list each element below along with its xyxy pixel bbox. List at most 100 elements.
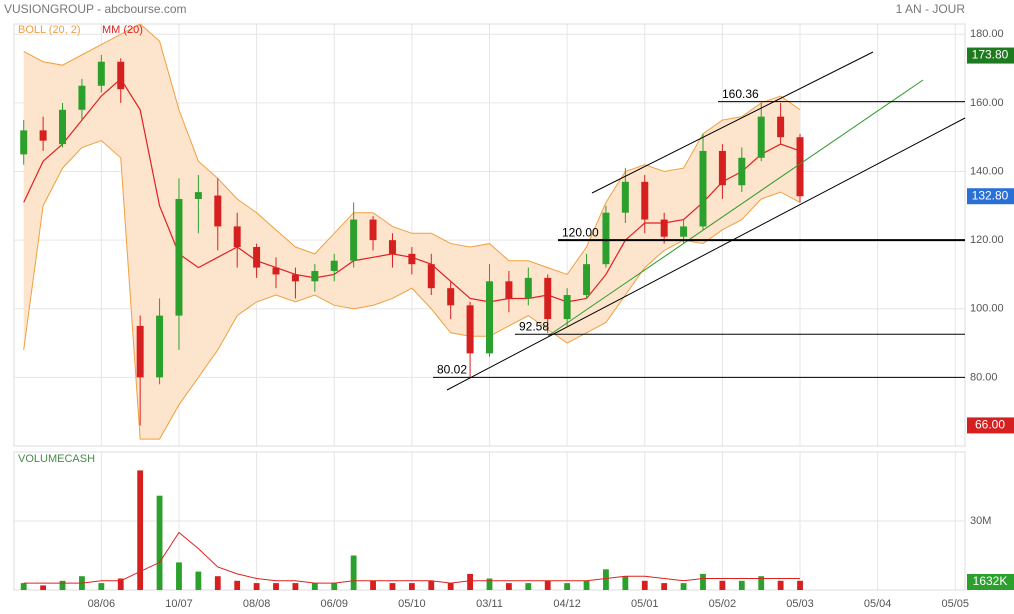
candle-body xyxy=(466,305,474,354)
volume-ma xyxy=(23,531,801,584)
candle-body xyxy=(136,325,144,378)
volume-bar xyxy=(428,580,435,590)
bollinger-upper xyxy=(23,23,801,276)
price-marker xyxy=(967,47,1014,64)
volume-bar xyxy=(370,580,376,590)
candle-body xyxy=(20,130,28,155)
candle-body xyxy=(408,253,416,265)
x-tick-label: 05/04 xyxy=(864,598,892,610)
volume-bar xyxy=(389,583,396,590)
price-marker-label: 173.80 xyxy=(972,48,1009,62)
price-frame xyxy=(13,23,966,447)
volume-bar xyxy=(797,580,803,590)
candle-body xyxy=(233,226,241,248)
y-tick-label: 140.00 xyxy=(970,165,1004,177)
candle-body xyxy=(330,260,338,272)
volume-bar xyxy=(719,580,726,590)
volume-bar xyxy=(292,583,299,590)
candle-body xyxy=(699,150,707,227)
x-tick-label: 04/12 xyxy=(553,598,581,610)
volume-bar xyxy=(777,580,784,590)
bollinger-band xyxy=(23,24,801,440)
x-tick-label: 10/07 xyxy=(165,598,193,610)
candle-body xyxy=(718,150,726,186)
candle-body xyxy=(563,295,571,320)
y-tick-label: 120.00 xyxy=(970,234,1004,246)
y-tick-label: 180.00 xyxy=(970,28,1004,40)
volume-bar xyxy=(564,583,571,590)
price-marker-label: 132.80 xyxy=(972,188,1009,202)
x-tick-label: 06/09 xyxy=(320,598,348,610)
candle-body xyxy=(486,281,493,354)
volume-marker-label: 1632K xyxy=(973,574,1008,588)
volume-bar xyxy=(117,578,124,590)
x-tick-label: 08/06 xyxy=(88,598,116,610)
candle-body xyxy=(777,116,785,138)
price-marker xyxy=(967,417,1014,434)
volume-bar xyxy=(350,555,357,590)
volume-bar xyxy=(40,585,47,590)
candle-body xyxy=(388,240,396,254)
candle-body xyxy=(39,130,47,141)
bollinger-lower xyxy=(23,140,801,440)
channel-upper xyxy=(591,51,874,194)
candle-body xyxy=(544,277,552,320)
candle-body xyxy=(583,264,591,296)
volume-bar xyxy=(544,580,551,590)
volume-bar xyxy=(408,583,415,590)
volume-bar xyxy=(331,583,338,590)
volume-bar xyxy=(641,580,648,590)
volume-bar xyxy=(603,569,609,590)
volume-bar xyxy=(234,580,241,590)
volume-bar xyxy=(447,583,454,590)
x-tick-label: 05/01 xyxy=(631,598,659,610)
volume-bar xyxy=(622,576,629,590)
candle-body xyxy=(447,288,455,306)
level-label: 80.02 xyxy=(437,362,467,376)
volume-bar xyxy=(680,583,687,590)
overlay: 08/06 10/07 08/08 06/09 05/10 03/11 04/12 05/01… xyxy=(88,28,1014,610)
y-tick-label: 30M xyxy=(970,515,991,527)
x-tick-label: 05/03 xyxy=(786,598,814,610)
price-marker xyxy=(967,188,1014,205)
volume-bar xyxy=(137,470,144,590)
candle-body xyxy=(291,274,299,282)
level-label: 160.36 xyxy=(722,87,759,101)
volume-bar xyxy=(525,583,532,590)
volume-bar xyxy=(311,583,318,590)
candle-body xyxy=(427,264,435,289)
candle-body xyxy=(757,116,765,158)
candle-body xyxy=(59,109,67,145)
volume-bar xyxy=(176,562,182,590)
volume-bar xyxy=(467,573,474,590)
volume-bar xyxy=(583,580,590,590)
candle-body xyxy=(602,212,610,265)
level-label: 120.00 xyxy=(562,225,599,239)
candle-body xyxy=(621,181,629,213)
volume-bar xyxy=(505,583,512,590)
candle-body xyxy=(738,157,746,186)
candle-body xyxy=(78,85,86,110)
x-tick-label: 05/05 xyxy=(942,598,970,610)
candle-body xyxy=(641,181,649,220)
channel-lower xyxy=(446,117,966,391)
volume-title: VOLUMECASH xyxy=(18,453,95,465)
volume-bar xyxy=(486,578,493,590)
candle-body xyxy=(311,271,319,282)
header-period: 1 AN - JOUR xyxy=(896,2,966,16)
volume-bar xyxy=(700,573,706,590)
y-tick-label: 160.00 xyxy=(970,97,1004,109)
x-tick-label: 08/08 xyxy=(243,598,271,610)
x-tick-label: 05/02 xyxy=(709,598,737,610)
candle-body xyxy=(97,61,105,86)
volume-bar xyxy=(214,576,221,590)
trend-lines xyxy=(446,51,966,391)
volume-bar xyxy=(20,583,27,590)
header-title: VUSIONGROUP - abcbourse.com xyxy=(4,2,187,16)
x-tick-label: 03/11 xyxy=(476,598,503,610)
candle-body xyxy=(194,192,202,199)
candle-body xyxy=(796,137,804,197)
volume-bar xyxy=(98,583,105,590)
candle-body xyxy=(680,226,688,237)
